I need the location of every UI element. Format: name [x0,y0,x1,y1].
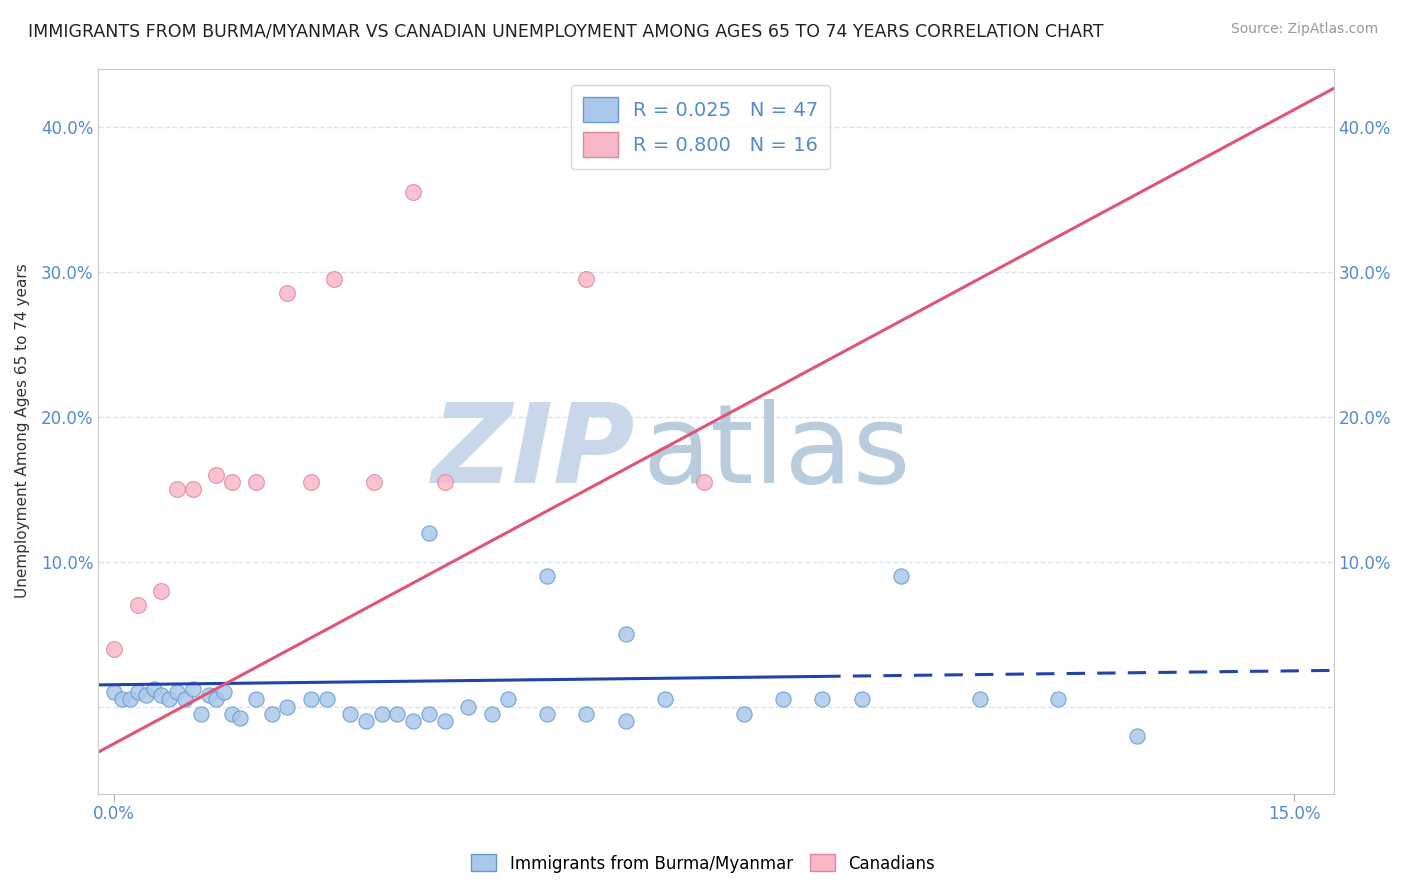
Point [181,682,204,697]
Point [142,682,165,697]
Point [733,706,755,721]
Point [387,706,409,721]
Point [1047,692,1070,706]
Point [197,688,219,702]
Point [575,706,598,721]
Point [418,525,440,540]
Point [157,692,180,706]
Point [851,692,873,706]
Point [135,688,157,702]
Point [205,467,228,482]
Point [323,272,346,286]
Point [221,706,243,721]
Point [181,482,204,496]
Point [575,272,598,286]
Point [654,692,676,706]
Text: Source: ZipAtlas.com: Source: ZipAtlas.com [1230,22,1378,37]
Legend: Immigrants from Burma/Myanmar, Canadians: Immigrants from Burma/Myanmar, Canadians [465,847,941,880]
Point [1126,729,1149,743]
Point [339,706,361,721]
Point [614,627,637,641]
Point [205,692,228,706]
Point [315,692,337,706]
Point [811,692,834,706]
Point [245,692,267,706]
Point [276,699,298,714]
Point [229,711,252,725]
Point [890,569,912,583]
Point [127,685,149,699]
Point [299,692,322,706]
Point [418,706,440,721]
Point [402,714,425,728]
Point [245,475,267,489]
Point [166,685,188,699]
Point [354,714,377,728]
Point [363,475,385,489]
Point [536,706,558,721]
Point [276,286,298,301]
Point [111,692,134,706]
Point [481,706,503,721]
Point [969,692,991,706]
Point [214,685,236,699]
Point [150,688,173,702]
Point [127,598,149,612]
Point [614,714,637,728]
Point [457,699,479,714]
Point [103,685,125,699]
Point [299,475,322,489]
Point [496,692,519,706]
Point [693,475,716,489]
Point [433,475,456,489]
Point [103,641,125,656]
Point [190,706,212,721]
Text: ZIP: ZIP [432,400,636,507]
Point [772,692,794,706]
Legend: R = 0.025   N = 47, R = 0.800   N = 16: R = 0.025 N = 47, R = 0.800 N = 16 [571,86,830,169]
Point [221,475,243,489]
Y-axis label: Unemployment Among Ages 65 to 74 years: Unemployment Among Ages 65 to 74 years [15,264,30,599]
Point [433,714,456,728]
Point [118,692,141,706]
Text: atlas: atlas [643,400,911,507]
Point [166,482,188,496]
Text: IMMIGRANTS FROM BURMA/MYANMAR VS CANADIAN UNEMPLOYMENT AMONG AGES 65 TO 74 YEARS: IMMIGRANTS FROM BURMA/MYANMAR VS CANADIA… [28,22,1104,40]
Point [536,569,558,583]
Point [260,706,283,721]
Point [150,583,173,598]
Point [370,706,392,721]
Point [174,692,197,706]
Point [402,185,425,199]
